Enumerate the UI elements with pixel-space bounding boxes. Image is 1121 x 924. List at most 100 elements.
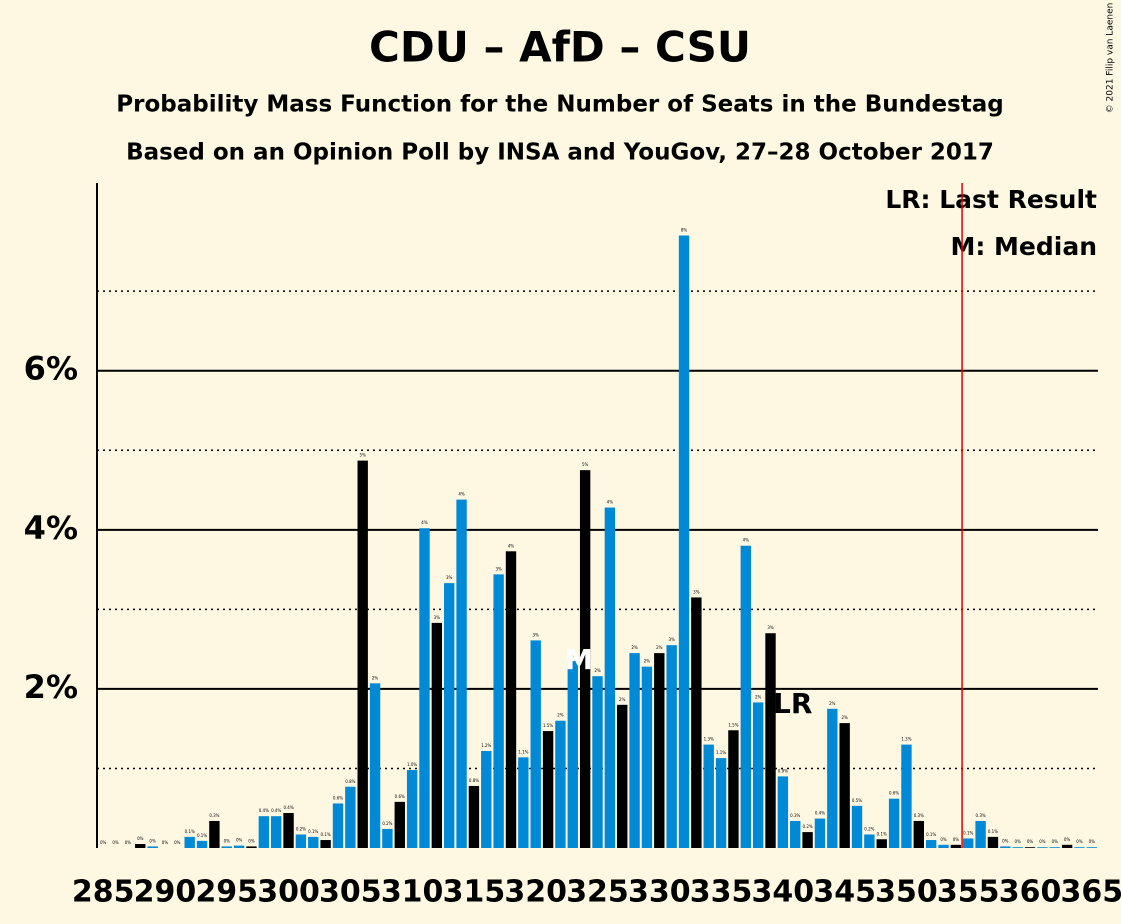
value-label: 0%	[953, 837, 960, 842]
value-label: 3%	[434, 615, 441, 620]
chart-subtitle: Based on an Opinion Poll by INSA and You…	[126, 140, 994, 166]
bar	[505, 551, 517, 848]
bar	[987, 836, 999, 848]
bar	[604, 507, 616, 848]
bar	[283, 813, 294, 848]
annotation: LR	[773, 687, 812, 720]
bar	[938, 844, 949, 848]
bar	[209, 820, 220, 848]
bar	[691, 597, 702, 848]
value-label: 0.2%	[382, 821, 392, 826]
bar	[308, 836, 319, 848]
bar	[1024, 847, 1036, 848]
value-label: 1.0%	[407, 762, 417, 767]
bar	[493, 574, 504, 848]
value-label: 2%	[755, 694, 762, 699]
value-label: 3%	[495, 566, 502, 571]
bar	[444, 583, 455, 848]
value-label: 0.1%	[926, 832, 936, 837]
bar	[221, 846, 232, 848]
bar	[332, 803, 344, 848]
value-label: 1.1%	[518, 749, 528, 754]
bar	[196, 840, 208, 848]
bar	[617, 704, 628, 848]
bar	[419, 528, 430, 848]
bar	[481, 750, 492, 848]
x-tick-label: 290	[134, 875, 197, 910]
value-label: 4%	[743, 538, 750, 543]
value-label: 3%	[668, 637, 675, 642]
chart-title: CDU – AfD – CSU	[369, 23, 751, 72]
bar	[135, 844, 146, 848]
value-label: 5%	[582, 462, 589, 467]
bar	[728, 730, 739, 848]
bar	[876, 839, 887, 848]
bar	[790, 820, 801, 848]
value-label: 0.2%	[803, 824, 813, 829]
x-tick-label: 315	[443, 875, 506, 910]
bar	[579, 470, 591, 848]
value-label: 2%	[644, 659, 651, 664]
bar	[184, 836, 195, 848]
bar	[233, 845, 245, 848]
value-label: 0.1%	[877, 831, 887, 836]
value-label: 0%	[149, 838, 156, 843]
value-label: 2%	[829, 701, 836, 706]
bar	[654, 653, 665, 848]
bar	[1037, 847, 1048, 848]
x-tick-label: 355	[937, 875, 1000, 910]
legend-entry: M: Median	[950, 232, 1097, 261]
bar	[295, 834, 307, 848]
bar	[147, 846, 158, 848]
bar	[567, 661, 578, 848]
value-label: 0.9%	[778, 768, 788, 773]
value-label: 0%	[1076, 839, 1083, 844]
value-label: 0.6%	[333, 795, 343, 800]
value-label: 0%	[1027, 839, 1034, 844]
x-tick-label: 320	[504, 875, 567, 910]
annotation: M	[565, 643, 593, 676]
x-tick-label: 335	[690, 875, 753, 910]
value-label: 0.3%	[209, 813, 219, 818]
value-label: 0%	[224, 838, 231, 843]
value-label: 0%	[100, 840, 107, 845]
value-label: 2%	[570, 653, 577, 658]
value-label: 0%	[137, 836, 144, 841]
bar	[406, 770, 418, 848]
x-tick-label: 285	[72, 875, 135, 910]
value-label: 1.2%	[481, 743, 491, 748]
x-tick-label: 300	[257, 875, 320, 910]
bar	[678, 235, 690, 848]
value-label: 0.4%	[259, 808, 269, 813]
bar	[555, 720, 566, 848]
value-label: 0.4%	[271, 808, 281, 813]
chart-subtitle: Probability Mass Function for the Number…	[116, 92, 1003, 118]
value-label: 2%	[372, 675, 379, 680]
value-label: 0.2%	[296, 826, 306, 831]
value-label: 3%	[446, 575, 453, 580]
value-label: 0.2%	[864, 826, 874, 831]
value-label: 5%	[360, 453, 367, 458]
bar	[1061, 844, 1073, 848]
value-label: 0.1%	[185, 829, 195, 834]
value-label: 8%	[681, 228, 688, 233]
value-label: 0.5%	[852, 798, 862, 803]
value-label: 2%	[594, 668, 601, 673]
bar	[963, 838, 974, 848]
x-tick-label: 365	[1061, 875, 1121, 910]
bar	[369, 683, 381, 848]
bar	[456, 499, 467, 848]
bar	[629, 653, 640, 848]
value-label: 0.6%	[889, 791, 899, 796]
bar	[394, 801, 405, 848]
value-label: 0.1%	[321, 832, 331, 837]
value-label: 2%	[619, 697, 626, 702]
x-tick-label: 310	[381, 875, 444, 910]
value-label: 0.8%	[345, 779, 355, 784]
value-label: 0%	[248, 838, 255, 843]
value-label: 4%	[421, 520, 428, 525]
x-tick-label: 330	[628, 875, 691, 910]
value-label: 0%	[1052, 839, 1059, 844]
bar	[542, 731, 554, 848]
bar	[431, 622, 443, 848]
